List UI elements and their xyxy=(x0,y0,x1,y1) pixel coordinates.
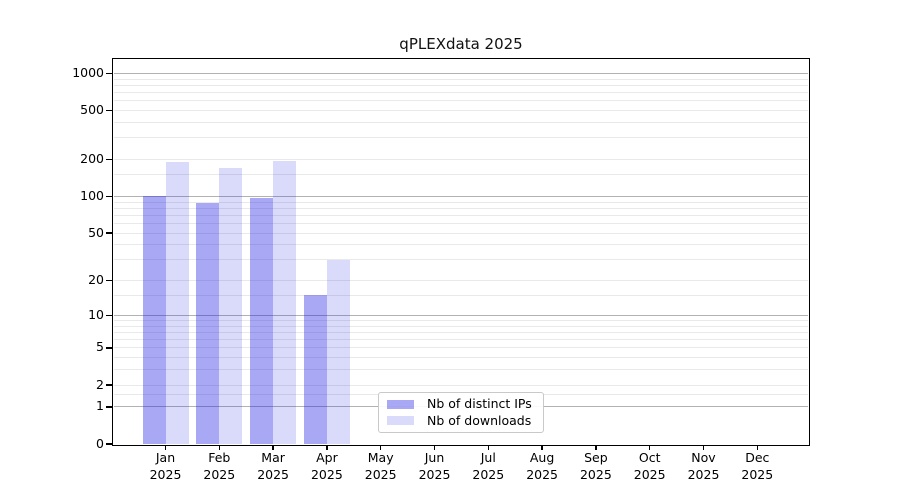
x-tick-label-nov: Nov 2025 xyxy=(687,450,720,482)
x-tick-label-may: May 2025 xyxy=(364,450,397,482)
gridline-minor xyxy=(114,122,808,123)
y-tick-label: 500 xyxy=(80,102,104,118)
x-tick-label-apr: Apr 2025 xyxy=(310,450,343,482)
gridline-minor xyxy=(114,159,808,161)
gridline-minor xyxy=(114,214,808,216)
x-tick-label-feb: Feb 2025 xyxy=(203,450,236,482)
bar-downloads-mar xyxy=(273,161,297,444)
gridline-minor xyxy=(114,78,808,80)
gridline-minor xyxy=(114,84,808,86)
legend-swatch-distinct-ips xyxy=(387,399,414,410)
y-tick-mark xyxy=(106,109,112,112)
y-tick-mark xyxy=(106,384,112,386)
x-tick-label-jul: Jul 2025 xyxy=(472,450,505,482)
y-tick-mark xyxy=(106,158,112,161)
gridline-major xyxy=(114,72,808,74)
chart-title: qPLEXdata 2025 xyxy=(399,35,523,53)
x-tick-mark xyxy=(487,445,489,450)
gridline-minor xyxy=(114,384,808,386)
gridline-minor xyxy=(114,357,808,359)
y-tick-label: 20 xyxy=(88,272,104,288)
gridline-major xyxy=(114,314,808,316)
x-tick-label-aug: Aug 2025 xyxy=(526,450,558,482)
y-tick-label: 0 xyxy=(96,435,104,451)
x-tick-mark xyxy=(595,445,597,450)
x-tick-label-jan: Jan 2025 xyxy=(149,450,182,482)
bar-distinct-ips-jan xyxy=(142,196,166,444)
gridline-minor xyxy=(114,259,808,261)
gridline-major xyxy=(114,195,808,197)
legend-entry-downloads: Nb of downloads xyxy=(387,412,537,428)
y-tick-label: 50 xyxy=(88,224,104,240)
gridline-minor xyxy=(114,331,808,333)
x-tick-mark xyxy=(702,445,705,450)
legend-label-distinct-ips: Nb of distinct IPs xyxy=(427,396,532,412)
x-tick-mark xyxy=(326,445,328,450)
y-tick-mark xyxy=(106,232,112,234)
gridline-minor xyxy=(114,320,808,321)
gridline-minor xyxy=(114,174,808,176)
y-tick-mark xyxy=(106,72,112,75)
x-tick-mark xyxy=(433,445,436,450)
x-tick-mark xyxy=(272,445,274,450)
gridline-minor xyxy=(114,347,808,349)
legend-entry-distinct-ips: Nb of distinct IPs xyxy=(387,397,537,411)
y-tick-label: 1000 xyxy=(72,64,104,80)
x-tick-label-sep: Sep 2025 xyxy=(579,450,612,482)
x-tick-label-mar: Mar 2025 xyxy=(257,450,289,482)
y-tick-label: 2 xyxy=(96,376,104,392)
gridline-minor xyxy=(114,280,808,282)
bar-distinct-ips-apr xyxy=(303,295,327,444)
y-tick-mark xyxy=(106,406,112,408)
x-tick-label-jun: Jun 2025 xyxy=(418,450,451,482)
bar-downloads-feb xyxy=(219,167,243,444)
gridline-minor xyxy=(114,223,808,224)
y-tick-mark xyxy=(106,347,112,349)
x-tick-label-oct: Oct 2025 xyxy=(633,450,666,482)
legend-swatch-downloads xyxy=(387,415,414,426)
y-tick-mark xyxy=(106,443,112,445)
legend: Nb of distinct IPs Nb of downloads xyxy=(378,392,544,433)
gridline-minor xyxy=(114,369,808,371)
gridline-minor xyxy=(114,92,808,94)
x-tick-mark xyxy=(164,445,167,450)
y-tick-label: 200 xyxy=(80,151,104,167)
y-tick-mark xyxy=(106,195,112,198)
bar-downloads-jan xyxy=(165,162,189,444)
legend-label-downloads: Nb of downloads xyxy=(427,412,532,428)
x-tick-mark xyxy=(541,445,543,450)
y-tick-label: 1 xyxy=(96,398,104,414)
y-tick-label: 100 xyxy=(80,187,104,203)
gridline-minor xyxy=(114,207,808,209)
gridline-minor xyxy=(114,110,808,112)
bar-downloads-apr xyxy=(326,259,350,444)
x-tick-mark xyxy=(218,445,220,450)
x-tick-mark xyxy=(756,445,758,450)
gridline-minor xyxy=(114,232,808,234)
y-tick-mark xyxy=(106,280,112,282)
gridline-minor xyxy=(114,137,808,139)
y-tick-label: 10 xyxy=(88,306,104,322)
x-tick-mark xyxy=(380,445,382,450)
gridline-minor xyxy=(114,100,808,102)
x-tick-mark xyxy=(649,445,651,450)
gridline-minor xyxy=(114,201,808,203)
y-tick-label: 5 xyxy=(96,339,104,355)
x-tick-label-dec: Dec 2025 xyxy=(741,450,774,482)
bar-distinct-ips-mar xyxy=(250,198,274,444)
gridline-minor xyxy=(114,294,808,296)
gridline-minor xyxy=(114,339,808,341)
gridline-minor xyxy=(114,244,808,246)
y-tick-mark xyxy=(106,314,112,317)
bar-distinct-ips-feb xyxy=(196,203,220,444)
gridline-minor xyxy=(114,325,808,327)
